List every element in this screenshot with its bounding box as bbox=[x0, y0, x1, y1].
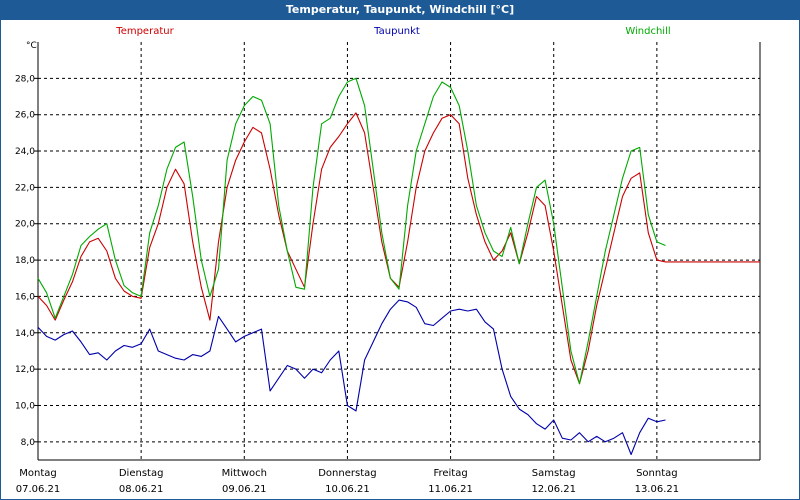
series-line-taupunkt bbox=[37, 299, 666, 456]
series-line-windchill bbox=[37, 77, 666, 385]
x-date-label: 09.06.21 bbox=[222, 484, 267, 495]
series-line-temperatur bbox=[37, 112, 760, 385]
y-tick-label: 10,0 bbox=[15, 401, 35, 411]
legend-taupunkt: Taupunkt bbox=[373, 26, 420, 37]
y-tick-label: 22,0 bbox=[15, 183, 35, 193]
window-title: Temperatur, Taupunkt, Windchill [°C] bbox=[0, 0, 800, 19]
legend-temperatur: Temperatur bbox=[115, 26, 174, 37]
x-date-label: 11.06.21 bbox=[428, 484, 473, 495]
y-tick-label: 8,0 bbox=[21, 438, 36, 448]
x-day-label: Mittwoch bbox=[222, 468, 267, 479]
x-day-label: Donnerstag bbox=[318, 468, 376, 479]
y-tick-label: 18,0 bbox=[15, 256, 35, 266]
y-tick-label: 14,0 bbox=[15, 329, 35, 339]
series-layer bbox=[37, 77, 760, 456]
axes bbox=[34, 42, 761, 461]
chart-frame bbox=[0, 19, 800, 500]
x-date-label: 13.06.21 bbox=[635, 484, 680, 495]
legend-windchill: Windchill bbox=[625, 26, 670, 37]
x-day-label: Dienstag bbox=[119, 468, 164, 479]
y-tick-label: 24,0 bbox=[15, 147, 35, 157]
x-date-label: 10.06.21 bbox=[325, 484, 370, 495]
x-day-label: Sonntag bbox=[636, 468, 678, 479]
y-tick-label: 12,0 bbox=[15, 365, 35, 375]
y-unit-label: °C bbox=[26, 41, 37, 51]
y-tick-label: 26,0 bbox=[15, 111, 35, 121]
y-tick-label: 20,0 bbox=[15, 220, 35, 230]
x-day-label: Freitag bbox=[433, 468, 467, 479]
x-day-label: Montag bbox=[19, 468, 56, 479]
x-date-label: 07.06.21 bbox=[16, 484, 61, 495]
y-tick-label: 16,0 bbox=[15, 292, 35, 302]
grid bbox=[38, 42, 760, 460]
label-layer: 8,0 10,0 12,0 14,0 16,0 18,0 20,0 22,0 24,0 26,0 2… bbox=[15, 26, 679, 495]
y-tick-label: 28,0 bbox=[15, 74, 35, 84]
x-day-label: Samstag bbox=[532, 468, 576, 479]
x-date-label: 12.06.21 bbox=[531, 484, 576, 495]
x-date-label: 08.06.21 bbox=[119, 484, 164, 495]
